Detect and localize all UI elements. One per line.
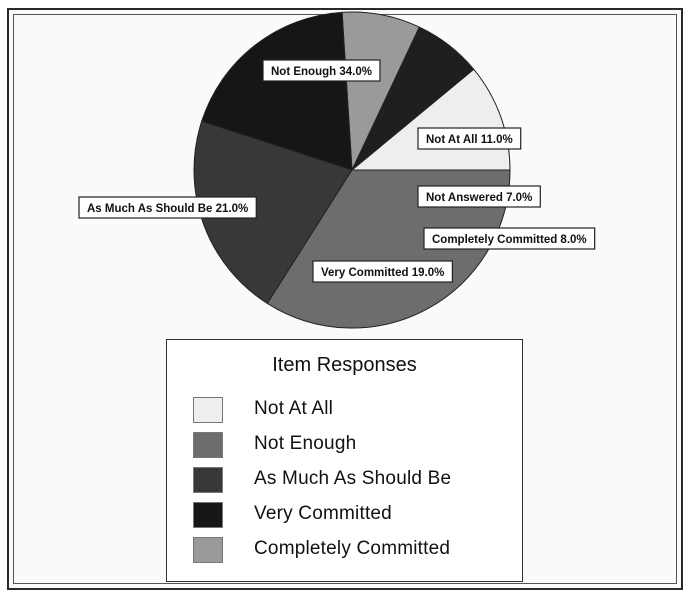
legend-label: As Much As Should Be	[254, 468, 452, 489]
legend-title: Item Responses	[272, 354, 417, 376]
legend-swatch	[193, 537, 223, 563]
legend-swatch	[193, 432, 223, 458]
legend-label: Not At All	[254, 398, 334, 419]
slice-label-not-answered: Not Answered 7.0%	[417, 185, 541, 208]
pie-slice-very-committed	[201, 11, 353, 171]
pie-labels: Not At All 11.0% Not Answered 7.0% Complet…	[78, 59, 596, 283]
slice-label-box	[312, 260, 453, 283]
legend-swatch	[193, 397, 223, 423]
slice-label-box	[262, 59, 381, 82]
slice-label-as-much-as-should-be: As Much As Should Be 21.0%	[78, 196, 257, 219]
legend-label: Not Enough	[254, 433, 357, 454]
slice-label-completely-committed: Completely Committed 8.0%	[423, 227, 596, 250]
svg-text:Not Enough 34.0%: Not Enough 34.0%	[271, 66, 372, 78]
svg-text:Very Committed 19.0%: Very Committed 19.0%	[321, 267, 444, 279]
svg-text:Not At All 11.0%: Not At All 11.0%	[426, 134, 513, 146]
pie-slices	[193, 11, 511, 329]
slice-label-very-committed: Very Committed 19.0%	[312, 260, 453, 283]
legend: Item Responses Not At All Not Enough As …	[166, 339, 523, 582]
slice-label-box	[423, 227, 596, 250]
svg-text:Not Answered 7.0%: Not Answered 7.0%	[426, 192, 532, 204]
slice-label-box	[417, 185, 541, 208]
legend-label: Completely Committed	[254, 538, 451, 559]
slice-label-box	[417, 127, 522, 150]
legend-label: Very Committed	[254, 503, 392, 524]
pie-slice-not-enough	[266, 169, 511, 329]
svg-text:As Much As Should Be 21.0%: As Much As Should Be 21.0%	[87, 203, 248, 215]
legend-swatch	[193, 467, 223, 493]
slice-label-not-at-all: Not At All 11.0%	[417, 127, 522, 150]
pie-slice-as-much-as-should-be	[193, 120, 353, 305]
svg-text:Completely Committed 8.0%: Completely Committed 8.0%	[432, 234, 587, 246]
slice-label-box	[78, 196, 257, 219]
slice-label-not-enough: Not Enough 34.0%	[262, 59, 381, 82]
legend-swatch	[193, 502, 223, 528]
